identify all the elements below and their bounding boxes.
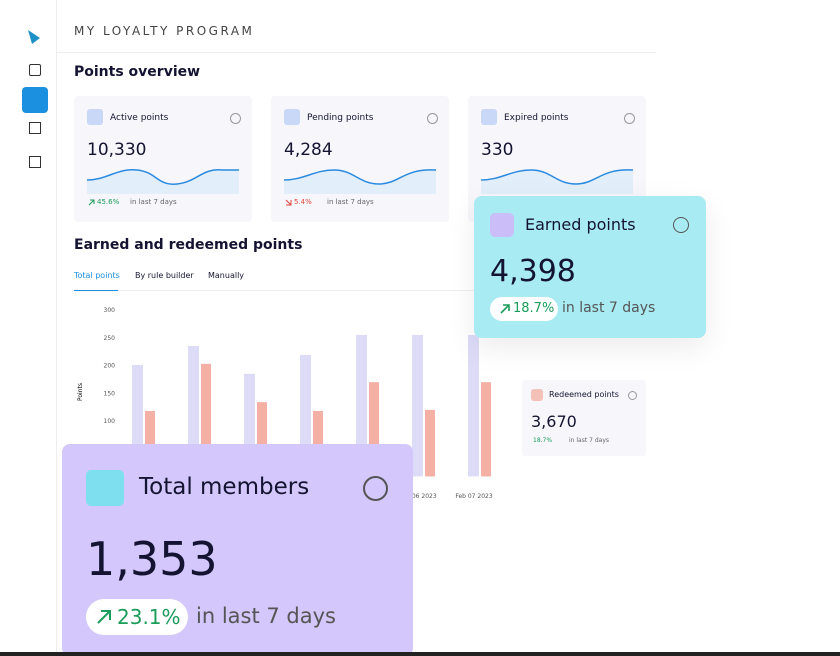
help-icon (624, 113, 635, 124)
divider (56, 52, 656, 53)
down-arrow (285, 199, 292, 206)
points-card: Active points 10,330 45.6% in last 7 days (74, 96, 252, 222)
card-period: in last 7 days (569, 437, 609, 444)
bar (481, 382, 491, 477)
redeemed-card: Redeemed points 3,670 18.7% in last 7 da… (522, 380, 646, 456)
up-arrow (500, 304, 510, 314)
up-arrow (88, 199, 95, 206)
sparkline (481, 169, 633, 194)
card-change: 45.6% (97, 198, 120, 206)
nav-dashboard[interactable] (29, 64, 41, 76)
nav-loyalty[interactable] (22, 87, 48, 113)
bar (244, 373, 255, 477)
card-icon (284, 109, 300, 125)
members-card: Total members 1,353 23.1% in last 7 days (62, 444, 413, 656)
bar (257, 402, 267, 477)
y-tick-label: 100 (104, 418, 116, 425)
card-period: in last 7 days (562, 300, 656, 316)
card-value: 4,284 (284, 140, 333, 160)
card-period: in last 7 days (196, 604, 336, 628)
tab-underline (74, 290, 118, 291)
nav-rewards[interactable] (29, 122, 41, 134)
y-tick-label: 150 (104, 390, 116, 397)
x-tick-label: Feb 06 2023 (399, 493, 437, 500)
card-value: 1,353 (86, 532, 218, 586)
tab[interactable]: Total points (74, 271, 120, 280)
bar (369, 382, 379, 477)
tab[interactable]: Manually (208, 271, 245, 280)
card-value: 3,670 (531, 412, 577, 431)
bar (468, 334, 479, 477)
nav-tables[interactable] (29, 156, 41, 168)
card-label: Total members (139, 474, 310, 500)
card-change: 5.4% (294, 198, 312, 206)
bar (313, 411, 323, 477)
points-card: Pending points 4,284 5.4% in last 7 days (271, 96, 449, 222)
tab-divider (118, 290, 588, 291)
y-tick-label: 250 (104, 335, 116, 342)
bar (132, 364, 143, 477)
card-icon (481, 109, 497, 125)
bar (356, 334, 367, 477)
card-value: 10,330 (87, 140, 147, 160)
card-label: Earned points (525, 215, 636, 234)
bar (412, 334, 423, 477)
bar (201, 363, 211, 477)
sidebar (0, 0, 57, 656)
card-label: Expired points (504, 113, 569, 123)
y-axis-label: Points (77, 383, 84, 401)
bar (300, 354, 311, 477)
card-change: 18.7% (533, 437, 553, 444)
card-label: Active points (110, 113, 169, 123)
y-tick-label: 300 (104, 307, 116, 314)
bar (425, 409, 435, 477)
section-title: Points overview (74, 64, 201, 80)
x-tick-label: Feb 07 2023 (455, 493, 493, 500)
card-icon (87, 109, 103, 125)
card-change: 23.1% (117, 605, 181, 629)
help-icon (230, 113, 241, 124)
bottom-edge (0, 652, 840, 656)
sparkline (87, 169, 239, 194)
card-period: in last 7 days (130, 198, 177, 206)
card-value: 330 (481, 140, 514, 160)
card-label: Pending points (307, 113, 374, 123)
chart-title: Earned and redeemed points (74, 237, 303, 253)
card-change: 18.7% (513, 301, 555, 316)
earned-card: Earned points 4,398 18.7% in last 7 days (474, 196, 706, 338)
card-value: 4,398 (490, 254, 576, 289)
bar (145, 411, 155, 477)
change-pill (490, 297, 558, 321)
page-title: MY LOYALTY PROGRAM (74, 24, 255, 38)
help-icon (427, 113, 438, 124)
sparkline (284, 169, 436, 194)
bar (188, 346, 199, 477)
up-arrow (97, 610, 111, 624)
card-label: Redeemed points (549, 390, 619, 399)
logo (28, 30, 40, 44)
y-tick-label: 200 (104, 363, 116, 370)
card-period: in last 7 days (327, 198, 374, 206)
tab[interactable]: By rule builder (135, 271, 194, 280)
